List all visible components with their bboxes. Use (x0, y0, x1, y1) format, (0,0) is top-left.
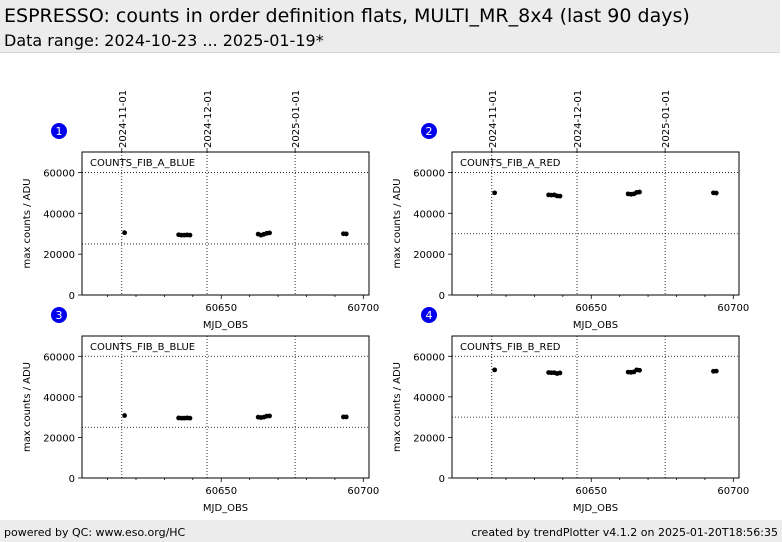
footer-credit: powered by QC: www.eso.org/HC (4, 526, 186, 539)
panel-2-data-point (713, 190, 719, 196)
panel-4-x-tick-label: 60650 (575, 486, 607, 497)
panel-1-y-tick-label: 0 (69, 291, 75, 302)
panel-4-badge-label: 4 (426, 309, 433, 322)
panel-4-x-axis-label: MJD_OBS (573, 503, 618, 514)
panel-3-series-label: COUNTS_FIB_B_BLUE (90, 342, 195, 353)
panel-2-y-tick-label: 60000 (413, 168, 445, 179)
panel-3-data-point (187, 415, 193, 421)
panel-2-date-label: 2024-12-01 (573, 90, 584, 148)
panel-3-y-axis-label: max counts / ADU (22, 362, 33, 452)
report-subtitle: Data range: 2024-10-23 ... 2025-01-19* (4, 31, 324, 50)
panel-1-data-point (187, 232, 193, 238)
panel-2-x-tick-label: 60700 (717, 303, 749, 314)
panel-4-data-point (492, 367, 498, 373)
panel-4-data-point (637, 367, 642, 373)
panel-3-x-tick-label: 60700 (347, 486, 379, 497)
panel-2-y-tick-label: 20000 (413, 250, 445, 261)
panel-1-data-point (267, 230, 272, 236)
panel-1-x-axis-label: MJD_OBS (203, 320, 248, 331)
panel-2-y-tick-label: 40000 (413, 209, 445, 220)
panel-1-y-axis-label: max counts / ADU (22, 179, 33, 269)
trend-plots: 1 2024-11-01 2024-12-01 2025-01-01020000400… (22, 90, 749, 514)
panel-2-badge-label: 2 (426, 125, 433, 138)
panel-4-data-point (713, 368, 719, 374)
panel-3-x-tick-label: 60650 (205, 486, 237, 497)
panel-4-series-label: COUNTS_FIB_B_RED (460, 342, 561, 353)
panel-3-badge (51, 307, 67, 323)
panel-4-x-tick-label: 60700 (717, 486, 749, 497)
panel-3-data-point (343, 414, 349, 420)
report-footer: powered by QC: www.eso.org/HC created by… (0, 520, 782, 542)
panel-3-y-tick-label: 20000 (43, 433, 75, 444)
panel-4-y-tick-label: 60000 (413, 352, 445, 363)
panel-4-y-tick-label: 0 (439, 474, 445, 485)
footer-created: created by trendPlotter v4.1.2 on 2025-0… (471, 526, 778, 539)
panel-3-y-tick-label: 60000 (43, 352, 75, 363)
report-header: ESPRESSO: counts in order definition fla… (0, 0, 780, 53)
panel-1-y-tick-label: 60000 (43, 168, 75, 179)
report-title: ESPRESSO: counts in order definition fla… (4, 5, 690, 27)
panel-1-badge (51, 123, 67, 139)
panel-4-axes-frame (451, 335, 740, 479)
panel-2-data-point (492, 190, 498, 196)
panel-4-y-axis-label: max counts / ADU (392, 362, 403, 452)
panel-4-badge (421, 307, 437, 323)
panel-2-date-label: 2024-11-01 (488, 90, 499, 148)
panel-3-data-point (122, 413, 128, 418)
panel-2-x-tick-label: 60650 (575, 303, 607, 314)
panel-1-y-tick-label: 40000 (43, 209, 75, 220)
panel-2-data-point (637, 189, 642, 195)
panel-1-data-point (343, 231, 349, 237)
panel-2-y-tick-label: 0 (439, 291, 445, 302)
panel-4-y-tick-label: 20000 (413, 433, 445, 444)
panel-3-y-tick-label: 0 (69, 474, 75, 485)
panel-1-date-label: 2024-11-01 (118, 90, 129, 148)
panel-3-y-tick-label: 40000 (43, 393, 75, 404)
panel-1-badge-label: 1 (56, 125, 63, 138)
panel-2-axes-frame (451, 151, 740, 296)
panel-1-data-point (122, 230, 128, 236)
panel-2-y-axis-label: max counts / ADU (392, 179, 403, 269)
panel-1-axes-frame (81, 151, 370, 296)
panel-2-badge (421, 123, 437, 139)
panel-1-date-label: 2024-12-01 (203, 90, 214, 148)
panel-3-x-axis-label: MJD_OBS (203, 503, 248, 514)
panel-1-date-label: 2025-01-01 (291, 90, 302, 148)
panel-3-badge-label: 3 (56, 309, 63, 322)
panel-2-date-label: 2025-01-01 (661, 90, 672, 148)
panel-2-x-axis-label: MJD_OBS (573, 320, 618, 331)
panel-2-series-label: COUNTS_FIB_A_RED (460, 158, 561, 169)
panel-1-y-tick-label: 20000 (43, 250, 75, 261)
panel-4-data-point (557, 370, 563, 376)
panel-1-series-label: COUNTS_FIB_A_BLUE (90, 158, 195, 169)
panel-3-axes-frame (81, 335, 370, 479)
panel-1-x-tick-label: 60700 (347, 303, 379, 314)
panel-2-data-point (557, 193, 563, 199)
panel-3-data-point (267, 413, 272, 419)
panel-1-x-tick-label: 60650 (205, 303, 237, 314)
panel-4-y-tick-label: 40000 (413, 393, 445, 404)
